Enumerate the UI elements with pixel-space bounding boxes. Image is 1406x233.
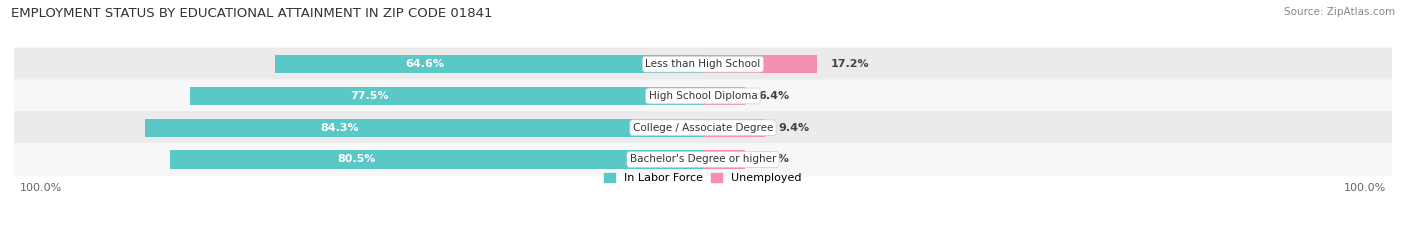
- Text: 9.4%: 9.4%: [779, 123, 810, 133]
- Text: 100.0%: 100.0%: [20, 183, 62, 193]
- Text: 6.4%: 6.4%: [759, 91, 790, 101]
- FancyBboxPatch shape: [14, 48, 1392, 81]
- FancyBboxPatch shape: [14, 143, 1392, 176]
- Legend: In Labor Force, Unemployed: In Labor Force, Unemployed: [600, 168, 806, 187]
- Bar: [170, 150, 703, 169]
- Bar: [703, 119, 765, 137]
- Text: 80.5%: 80.5%: [337, 154, 375, 164]
- Text: 100.0%: 100.0%: [1344, 183, 1386, 193]
- Text: Less than High School: Less than High School: [645, 59, 761, 69]
- Text: College / Associate Degree: College / Associate Degree: [633, 123, 773, 133]
- FancyBboxPatch shape: [14, 111, 1392, 144]
- FancyBboxPatch shape: [14, 79, 1392, 113]
- Text: 64.6%: 64.6%: [405, 59, 444, 69]
- Text: 77.5%: 77.5%: [350, 91, 388, 101]
- Text: 6.3%: 6.3%: [758, 154, 789, 164]
- Bar: [145, 119, 703, 137]
- Bar: [276, 55, 703, 73]
- Bar: [703, 55, 817, 73]
- Text: 17.2%: 17.2%: [830, 59, 869, 69]
- Text: Source: ZipAtlas.com: Source: ZipAtlas.com: [1284, 7, 1395, 17]
- Bar: [703, 150, 745, 169]
- Text: EMPLOYMENT STATUS BY EDUCATIONAL ATTAINMENT IN ZIP CODE 01841: EMPLOYMENT STATUS BY EDUCATIONAL ATTAINM…: [11, 7, 492, 20]
- Text: High School Diploma: High School Diploma: [648, 91, 758, 101]
- Text: Bachelor's Degree or higher: Bachelor's Degree or higher: [630, 154, 776, 164]
- Bar: [703, 87, 745, 105]
- Text: 84.3%: 84.3%: [321, 123, 360, 133]
- Bar: [190, 87, 703, 105]
